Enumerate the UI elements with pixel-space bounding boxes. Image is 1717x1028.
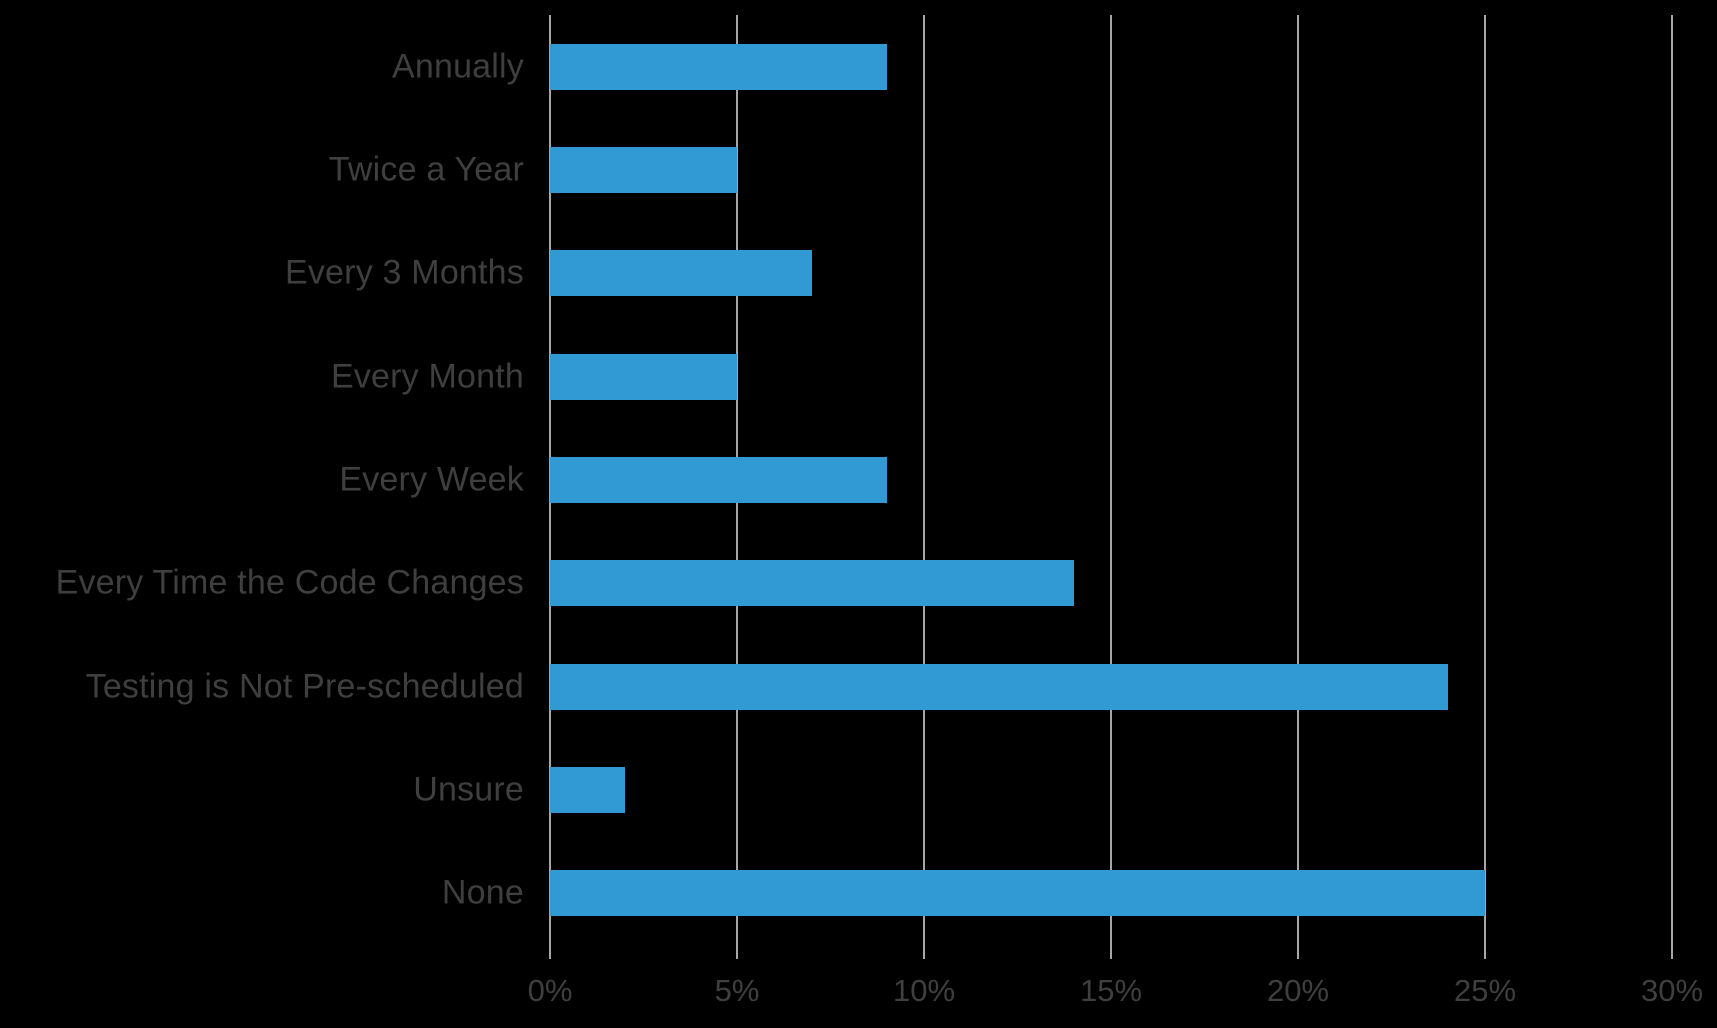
- bar-row: Every Time the Code Changes: [56, 532, 1672, 635]
- x-axis-tick-label: 15%: [1079, 973, 1143, 1008]
- category-label: Twice a Year: [328, 150, 524, 189]
- bar: [550, 456, 887, 503]
- category-label: Unsure: [413, 770, 524, 809]
- category-label: Every Time the Code Changes: [55, 563, 524, 602]
- gridline: [923, 15, 925, 959]
- bar-row: Unsure: [413, 738, 1672, 841]
- category-label: Testing is Not Pre-scheduled: [85, 667, 524, 706]
- bar-row: None: [442, 842, 1672, 945]
- gridline: [1297, 15, 1299, 959]
- bar-row: Twice a Year: [329, 118, 1672, 221]
- bar: [550, 146, 737, 193]
- bar: [550, 766, 625, 813]
- bar-row: Testing is Not Pre-scheduled: [86, 635, 1672, 738]
- bar: [550, 353, 737, 400]
- x-axis-tick-label: 30%: [1640, 973, 1704, 1008]
- bar-row: Every Week: [339, 428, 1672, 531]
- gridline: [1671, 15, 1673, 959]
- gridline: [1484, 15, 1486, 959]
- bar-row: Every 3 Months: [285, 222, 1672, 325]
- bar-row: Annually: [392, 15, 1672, 118]
- bar: [550, 870, 1485, 917]
- category-label: Every Week: [339, 460, 524, 499]
- bar: [550, 560, 1074, 607]
- category-label: None: [441, 873, 524, 912]
- bar: [550, 663, 1448, 710]
- plot-area: Annually Twice a Year Every 3 Months Every …: [56, 15, 1673, 959]
- x-axis: 0% 5% 10% 15% 20% 25% 30%: [528, 973, 1703, 1018]
- gridline: [1110, 15, 1112, 959]
- category-label: Every Month: [330, 357, 524, 396]
- bar-rows: Annually Twice a Year Every 3 Months Every …: [56, 15, 1672, 945]
- x-axis-tick-label: 5%: [714, 973, 760, 1008]
- x-axis-tick-label: 0%: [527, 973, 573, 1008]
- x-axis-tick-label: 20%: [1266, 973, 1330, 1008]
- bar: [550, 43, 887, 90]
- category-label: Annually: [391, 47, 524, 86]
- x-axis-tick-label: 25%: [1453, 973, 1517, 1008]
- x-axis-tick-label: 10%: [892, 973, 956, 1008]
- category-label: Every 3 Months: [284, 253, 524, 292]
- bar: [550, 250, 812, 297]
- bar-row: Every Month: [331, 325, 1672, 428]
